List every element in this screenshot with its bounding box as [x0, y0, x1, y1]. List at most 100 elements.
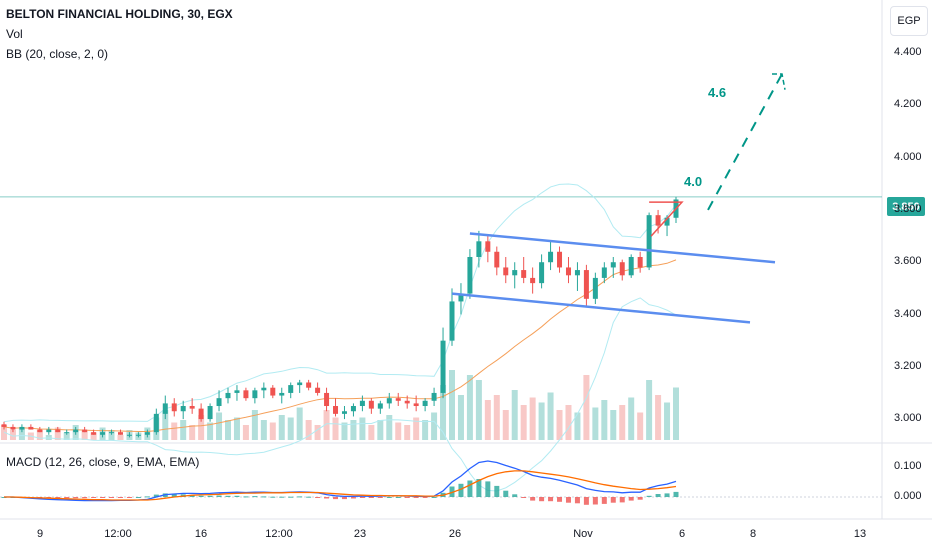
- volume-bar: [484, 400, 491, 440]
- candle: [458, 293, 464, 302]
- candle: [422, 400, 428, 407]
- time-tick-label: Nov: [573, 528, 593, 540]
- volume-bar: [449, 370, 455, 440]
- candle: [628, 256, 634, 276]
- volume-bar: [574, 412, 581, 440]
- macd-histogram-bar: [530, 497, 536, 501]
- macd-histogram-bar: [646, 495, 652, 497]
- candle: [592, 277, 598, 299]
- candle: [548, 251, 554, 263]
- candle: [306, 382, 312, 388]
- projection-line: [707, 73, 783, 211]
- volume-bar: [18, 427, 25, 440]
- macd-histogram-bar: [117, 497, 123, 498]
- macd-histogram-bar: [583, 497, 589, 505]
- symbol-title: BELTON FINANCIAL HOLDING, 30, EGX: [6, 7, 233, 21]
- candle: [539, 262, 545, 284]
- candle: [261, 387, 267, 391]
- volume-bar: [278, 415, 285, 440]
- candle: [135, 434, 141, 436]
- candle: [225, 392, 231, 399]
- candle: [583, 270, 589, 299]
- volume-bar: [90, 432, 97, 440]
- macd-histogram-bar: [610, 497, 616, 503]
- time-tick-label: 9: [36, 528, 44, 540]
- volume-bar: [511, 390, 518, 440]
- macd-histogram-bar: [449, 486, 455, 497]
- candle: [252, 390, 258, 399]
- macd-histogram-bar: [494, 485, 500, 497]
- volume-bar: [475, 380, 482, 440]
- volume-bar: [395, 422, 402, 440]
- volume-bar: [431, 412, 438, 440]
- bollinger-basis: [3, 259, 677, 432]
- candle: [270, 387, 276, 396]
- macd-histogram-bar: [601, 497, 607, 504]
- macd-histogram-bar: [153, 494, 159, 497]
- candle: [557, 251, 563, 268]
- macd-histogram-bar: [512, 494, 518, 497]
- current-price-tag: 3.850: [887, 197, 925, 216]
- macd-histogram-bar: [431, 497, 437, 498]
- macd-histogram-bar: [476, 479, 482, 497]
- macd-histogram-bar: [82, 497, 88, 499]
- macd-histogram-bar: [377, 497, 383, 498]
- candle: [153, 413, 159, 433]
- macd-histogram-bar: [55, 497, 61, 499]
- macd-histogram-bar: [628, 497, 634, 501]
- volume-bar: [601, 400, 608, 440]
- currency-button[interactable]: EGP: [890, 6, 928, 36]
- candle: [37, 429, 43, 433]
- candle: [207, 406, 213, 420]
- volume-bar: [287, 417, 294, 440]
- volume-bar: [350, 420, 357, 440]
- volume-bar: [592, 407, 599, 440]
- macd-histogram-bar: [64, 497, 70, 499]
- candle: [503, 267, 509, 276]
- macd-histogram-bar: [619, 497, 625, 503]
- time-tick-label: 26: [448, 528, 462, 540]
- volume-bar: [619, 405, 626, 440]
- candle: [333, 406, 339, 414]
- macd-histogram-bar: [135, 497, 141, 498]
- volume-bar: [225, 420, 231, 440]
- volume-bar: [198, 415, 205, 440]
- candle: [117, 432, 123, 435]
- candle: [413, 403, 419, 407]
- candle: [28, 426, 34, 430]
- macd-histogram-bar: [297, 496, 303, 498]
- macd-histogram-bar: [485, 481, 491, 497]
- candle: [324, 392, 330, 407]
- volume-bar: [296, 407, 303, 440]
- volume-bar: [260, 420, 267, 440]
- volume-bar: [386, 415, 393, 440]
- macd-histogram-bar: [359, 497, 365, 498]
- volume-bar: [466, 375, 473, 440]
- channel-upper-line: [469, 232, 776, 264]
- candle: [565, 267, 571, 276]
- macd-histogram-bar: [288, 496, 294, 498]
- candle: [19, 426, 25, 430]
- volume-bar: [216, 412, 223, 440]
- volume-bar: [54, 427, 61, 440]
- candle: [91, 432, 97, 435]
- macd-histogram-bar: [207, 495, 213, 497]
- candle: [162, 403, 168, 414]
- bollinger-legend: BB (20, close, 2, 0): [6, 47, 109, 61]
- candle: [82, 429, 88, 433]
- candle: [655, 215, 661, 226]
- candle: [610, 262, 616, 268]
- candle: [404, 400, 410, 404]
- time-tick-label: 6: [678, 528, 686, 540]
- volume-bar: [565, 405, 572, 440]
- macd-legend: MACD (12, 26, close, 9, EMA, EMA): [6, 455, 200, 469]
- volume-bar: [9, 430, 16, 440]
- candle: [234, 390, 240, 393]
- macd-histogram-bar: [144, 496, 150, 498]
- volume-bar: [377, 420, 384, 440]
- time-tick-label: 23: [353, 528, 367, 540]
- volume-bar: [413, 417, 420, 440]
- macd-histogram-bar: [234, 495, 240, 497]
- macd-histogram-bar: [521, 497, 527, 498]
